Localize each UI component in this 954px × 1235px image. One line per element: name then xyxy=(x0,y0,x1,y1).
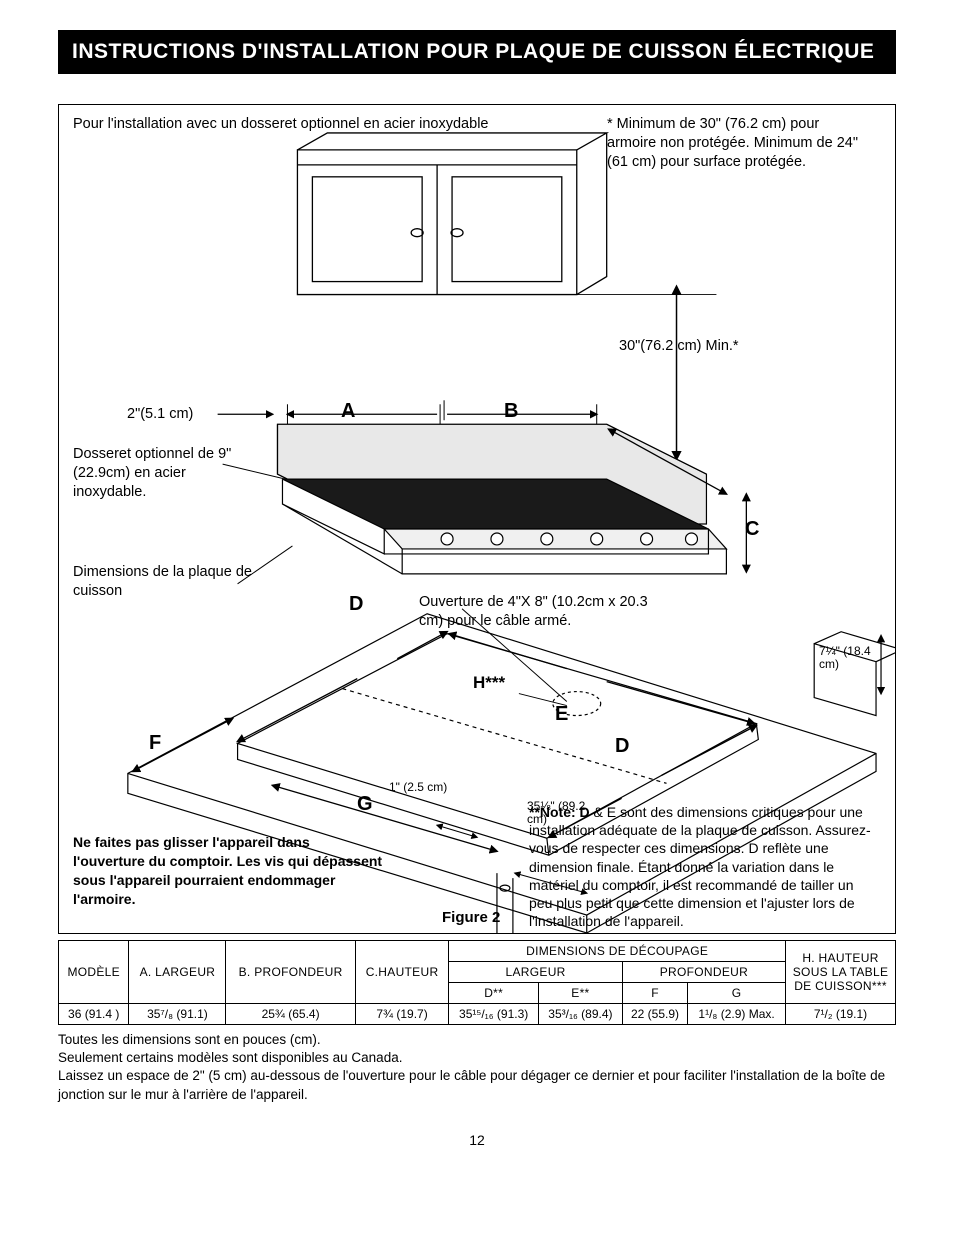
th-e: E** xyxy=(538,983,622,1004)
cooktop-dims-label: Dimensions de la plaque de cuisson xyxy=(73,563,253,601)
figure-caption: Figure 2 xyxy=(442,909,500,926)
label-h: H*** xyxy=(473,673,505,693)
one-inch-label: 1" (2.5 cm) xyxy=(389,780,447,796)
cell-g: 1¹/₈ (2.9) Max. xyxy=(688,1004,786,1025)
th-d: D** xyxy=(449,983,539,1004)
label-d-right: D xyxy=(615,735,629,758)
cell-a: 35⁷/₈ (91.1) xyxy=(129,1004,226,1025)
label-c: C xyxy=(745,518,759,541)
cell-f: 22 (55.9) xyxy=(622,1004,687,1025)
dimensions-table: MODÈLE A. LARGEUR B. PROFONDEUR C.HAUTEU… xyxy=(58,940,896,1025)
clearance-note: * Minimum de 30" (76.2 cm) pour armoire … xyxy=(607,115,867,172)
footnote-1: Toutes les dimensions sont en pouces (cm… xyxy=(58,1031,896,1049)
label-d-top: D xyxy=(349,593,363,616)
table-row: 36 (91.4 ) 35⁷/₈ (91.1) 25¾ (65.4) 7¾ (1… xyxy=(59,1004,896,1025)
min-height-label: 30"(76.2 cm) Min.* xyxy=(619,337,739,356)
th-largeur: LARGEUR xyxy=(449,962,623,983)
page: INSTRUCTIONS D'INSTALLATION POUR PLAQUE … xyxy=(0,0,954,1178)
page-number: 12 xyxy=(58,1132,896,1148)
label-a: A xyxy=(341,400,355,423)
th-cutout: DIMENSIONS DE DÉCOUPAGE xyxy=(449,941,786,962)
conduit-opening-label: Ouverture de 4"X 8" (10.2cm x 20.3 cm) p… xyxy=(419,593,649,631)
cell-d: 35¹⁵/₁₆ (91.3) xyxy=(449,1004,539,1025)
critical-note-body: & E sont des dimensions critiques pour u… xyxy=(529,804,871,929)
cell-model: 36 (91.4 ) xyxy=(59,1004,129,1025)
diagram-container: Pour l'installation avec un dosseret opt… xyxy=(58,104,896,934)
warning-text: Ne faites pas glisser l'appareil dans l'… xyxy=(73,833,383,909)
intro-text: Pour l'installation avec un dosseret opt… xyxy=(73,115,583,134)
th-f: F xyxy=(622,983,687,1004)
footnotes: Toutes les dimensions sont en pouces (cm… xyxy=(58,1031,896,1104)
cell-b: 25¾ (65.4) xyxy=(226,1004,355,1025)
cell-c: 7¾ (19.7) xyxy=(355,1004,449,1025)
th-model: MODÈLE xyxy=(59,941,129,1004)
th-h: H. HAUTEUR SOUS LA TABLE DE CUISSON*** xyxy=(786,941,896,1004)
th-c: C.HAUTEUR xyxy=(355,941,449,1004)
two-inch-label: 2"(5.1 cm) xyxy=(127,405,193,424)
side-height-label: 7¼" (18.4 cm) xyxy=(819,645,879,671)
footnote-3: Laissez un espace de 2" (5 cm) au-dessou… xyxy=(58,1067,896,1103)
label-f: F xyxy=(149,732,161,755)
th-profondeur: PROFONDEUR xyxy=(622,962,785,983)
th-g: G xyxy=(688,983,786,1004)
cell-e: 35³/₁₆ (89.4) xyxy=(538,1004,622,1025)
page-title-bar: INSTRUCTIONS D'INSTALLATION POUR PLAQUE … xyxy=(58,30,896,74)
label-g: G xyxy=(357,793,373,816)
label-b: B xyxy=(504,400,518,423)
critical-note: **Note: D & E sont des dimensions critiq… xyxy=(529,803,874,930)
backsplash-label: Dosseret optionnel de 9"(22.9cm) en acie… xyxy=(73,445,248,502)
critical-note-prefix: **Note: D xyxy=(529,804,590,820)
footnote-2: Seulement certains modèles sont disponib… xyxy=(58,1049,896,1067)
cell-h: 7¹/₂ (19.1) xyxy=(786,1004,896,1025)
th-a: A. LARGEUR xyxy=(129,941,226,1004)
label-e: E xyxy=(555,703,568,726)
th-b: B. PROFONDEUR xyxy=(226,941,355,1004)
